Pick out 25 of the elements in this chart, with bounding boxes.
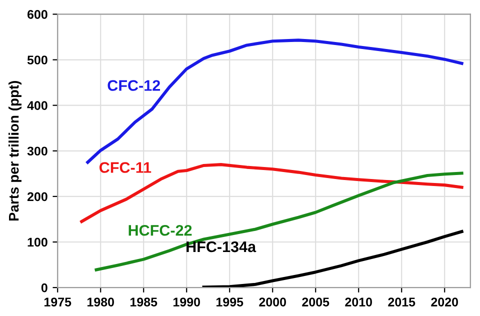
x-tick-label: 1990	[173, 298, 200, 306]
series-label: HCFC-22	[128, 224, 192, 236]
x-tick-label: 1980	[87, 298, 114, 306]
x-tick-label: 1975	[44, 298, 72, 306]
line-series	[80, 163, 464, 224]
x-tick-label: 2020	[431, 298, 458, 306]
y-axis-title: Parts per trillion (ppt)	[8, 80, 22, 221]
y-tick-label: 200	[27, 192, 48, 202]
x-tick-label: 2015	[388, 298, 416, 306]
x-tick-label: 1985	[130, 298, 158, 306]
text: HFC-134a	[186, 241, 256, 252]
series-label: CFC-12	[108, 80, 160, 91]
y-tick-label: 500	[27, 56, 48, 64]
series-label: CFC-11	[100, 162, 152, 173]
y-tick-label: 0	[41, 283, 48, 292]
y-tick-label: 400	[27, 101, 48, 110]
line-series	[86, 38, 464, 164]
x-tick-label: 2000	[259, 298, 286, 306]
x-tick-label: 1995	[216, 298, 244, 306]
y-tick-label: 300	[27, 146, 48, 156]
y-tick-label: 100	[28, 238, 48, 247]
x-tick-label: 2005	[302, 298, 330, 306]
x-tick-label: 2010	[345, 298, 372, 306]
line-series	[94, 172, 464, 272]
y-tick-label: 600	[27, 10, 48, 19]
